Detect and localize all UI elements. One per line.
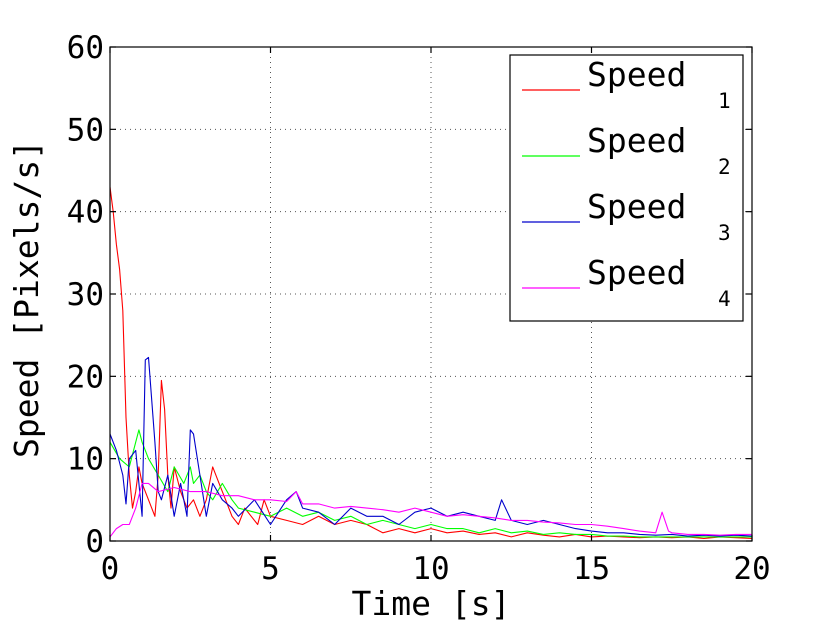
y-tick-label: 60 [67, 30, 104, 66]
legend-label-1: Speed [587, 55, 686, 94]
legend-subscript-4: 4 [718, 287, 731, 311]
x-tick-label: 20 [733, 551, 770, 587]
series-lines [109, 186, 753, 540]
legend-subscript-2: 2 [718, 155, 731, 179]
legend-label-4: Speed [587, 253, 686, 292]
legend-label-3: Speed [587, 187, 686, 226]
y-tick-label: 20 [67, 359, 104, 395]
y-tick-label: 30 [67, 277, 104, 313]
y-tick-label: 10 [67, 442, 104, 478]
y-tick-label: 40 [67, 195, 104, 231]
series-line-2 [109, 429, 752, 538]
legend-box [509, 54, 744, 322]
series-line-3 [109, 356, 753, 537]
legend: Speed 1 Speed 2 Speed 3 Speed 4 [509, 54, 744, 322]
legend-subscript-1: 1 [718, 89, 731, 113]
series-line-1 [109, 186, 753, 540]
axis-ticks: 0 5 10 15 20 0 10 20 30 40 50 60 [67, 30, 771, 587]
series-line-4 [109, 482, 752, 538]
x-tick-label: 10 [412, 551, 449, 587]
legend-label-2: Speed [587, 121, 686, 160]
legend-subscript-3: 3 [718, 221, 731, 245]
x-tick-label: 5 [261, 551, 280, 587]
y-tick-label: 0 [85, 524, 104, 560]
x-tick-label: 15 [573, 551, 610, 587]
x-tick-label: 0 [101, 551, 120, 587]
y-axis-label: Speed [Pixels/s] [7, 140, 46, 458]
x-axis-label: Time [s] [352, 584, 511, 623]
y-tick-label: 50 [67, 112, 104, 148]
